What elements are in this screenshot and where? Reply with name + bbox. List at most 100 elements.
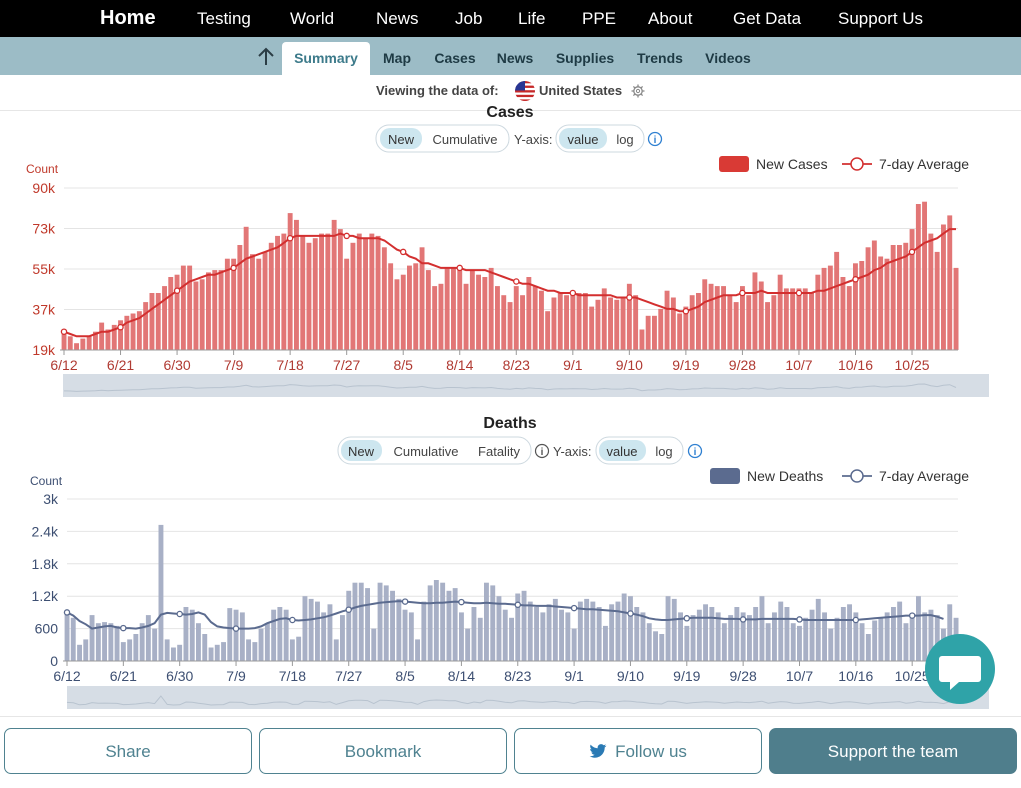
cases-bar[interactable] <box>815 274 821 350</box>
cases-range-slider[interactable] <box>63 374 989 397</box>
cases-bar[interactable] <box>174 274 180 350</box>
deaths-bar[interactable] <box>421 601 427 661</box>
deaths-bar[interactable] <box>721 623 727 661</box>
deaths-bar[interactable] <box>346 590 352 661</box>
cases-bar[interactable] <box>136 311 142 350</box>
cases-bar[interactable] <box>149 293 155 350</box>
cases-bar[interactable] <box>463 283 469 350</box>
cases-bar[interactable] <box>256 258 262 350</box>
deaths-bar[interactable] <box>515 593 521 662</box>
deaths-bar[interactable] <box>415 639 420 661</box>
deaths-bar[interactable] <box>358 582 364 661</box>
deaths-bar[interactable] <box>177 644 183 661</box>
deaths-bar[interactable] <box>565 612 571 661</box>
deaths-bar[interactable] <box>308 598 314 661</box>
cases-bar[interactable] <box>520 295 525 350</box>
cases-bar[interactable] <box>488 267 494 350</box>
deaths-bar[interactable] <box>446 590 452 661</box>
nav-ppe[interactable]: PPE <box>582 9 617 28</box>
cases-bar[interactable] <box>482 277 488 350</box>
deaths-average-marker[interactable] <box>852 616 860 624</box>
cases-bar[interactable] <box>777 274 783 350</box>
deaths-bar[interactable] <box>878 617 884 661</box>
bookmark-button[interactable]: Bookmark <box>259 728 507 774</box>
cases-bar[interactable] <box>670 297 676 351</box>
cases-bar[interactable] <box>526 277 532 350</box>
cases-bar[interactable] <box>532 286 538 350</box>
cases-bar[interactable] <box>658 308 664 350</box>
deaths-bar[interactable] <box>139 623 145 661</box>
deaths-bar[interactable] <box>233 609 239 661</box>
cases-bar[interactable] <box>752 272 758 350</box>
deaths-bar[interactable] <box>596 607 602 661</box>
deaths-bar[interactable] <box>853 612 859 661</box>
deaths-average-marker[interactable] <box>796 616 803 623</box>
nav-life[interactable]: Life <box>518 9 546 28</box>
deaths-bar[interactable] <box>365 588 370 661</box>
cases-bar[interactable] <box>319 233 324 350</box>
cases-bar[interactable] <box>425 270 431 350</box>
cases-bar[interactable] <box>400 274 406 350</box>
deaths-average-marker[interactable] <box>289 616 296 624</box>
deaths-bar[interactable] <box>214 644 220 661</box>
deaths-average-marker[interactable] <box>627 610 634 617</box>
cases-average-marker[interactable] <box>173 287 181 294</box>
nav-world[interactable]: World <box>290 9 335 28</box>
cases-bar[interactable] <box>928 233 934 350</box>
cases-average-marker[interactable] <box>569 289 577 297</box>
cases-bar[interactable] <box>614 299 620 350</box>
deaths-bar[interactable] <box>803 617 809 661</box>
deaths-bar[interactable] <box>747 615 752 661</box>
cases-bar[interactable] <box>469 270 475 350</box>
deaths-bar[interactable] <box>277 607 283 661</box>
deaths-bar[interactable] <box>390 590 395 661</box>
cases-bar[interactable] <box>821 267 827 350</box>
deaths-average-marker[interactable] <box>345 606 352 613</box>
cases-average-marker[interactable] <box>795 289 803 297</box>
cases-bar[interactable] <box>909 229 915 350</box>
cases-log-option[interactable]: log <box>616 132 633 147</box>
tab-supplies[interactable]: Supplies <box>555 50 615 66</box>
cases-average-marker[interactable] <box>739 289 746 297</box>
deaths-bar[interactable] <box>916 596 921 661</box>
cases-bar[interactable] <box>689 295 695 350</box>
deaths-bar[interactable] <box>133 634 139 661</box>
deaths-bar[interactable] <box>734 607 740 661</box>
cases-bar[interactable] <box>363 238 368 350</box>
deaths-bar[interactable] <box>934 615 940 661</box>
cases-bar[interactable] <box>953 267 959 350</box>
deaths-bar[interactable] <box>590 601 596 661</box>
tab-trends[interactable]: Trends <box>637 50 683 66</box>
cases-bar[interactable] <box>432 286 438 350</box>
deaths-bar[interactable] <box>690 615 696 661</box>
deaths-bar[interactable] <box>778 601 784 661</box>
deaths-bar[interactable] <box>765 623 771 661</box>
cases-bar[interactable] <box>375 235 381 350</box>
deaths-bar[interactable] <box>158 524 164 661</box>
deaths-bar[interactable] <box>815 598 821 661</box>
deaths-bar[interactable] <box>621 593 627 662</box>
cases-new-option[interactable]: New <box>388 132 415 147</box>
deaths-bar[interactable] <box>840 607 846 661</box>
cases-average-marker[interactable] <box>230 264 237 272</box>
cases-bar[interactable] <box>93 331 98 350</box>
cases-bar[interactable] <box>337 229 343 350</box>
cases-bar[interactable] <box>827 265 833 350</box>
deaths-bar[interactable] <box>64 612 70 661</box>
deaths-value-option[interactable]: value <box>606 444 637 459</box>
deaths-average-marker[interactable] <box>401 598 409 605</box>
deaths-average-marker[interactable] <box>176 610 183 618</box>
deaths-bar[interactable] <box>433 580 439 661</box>
deaths-bar[interactable] <box>459 612 464 661</box>
cases-bar[interactable] <box>677 313 683 351</box>
cases-bar[interactable] <box>702 279 708 350</box>
nav-support-us[interactable]: Support Us <box>838 9 924 28</box>
cases-bar[interactable] <box>771 295 777 350</box>
cases-average-marker[interactable] <box>626 294 633 301</box>
deaths-bar[interactable] <box>471 607 477 661</box>
deaths-bar[interactable] <box>909 615 915 661</box>
deaths-bar[interactable] <box>484 582 489 661</box>
deaths-bar[interactable] <box>709 607 715 661</box>
deaths-bar[interactable] <box>127 639 133 661</box>
deaths-bar[interactable] <box>634 607 640 661</box>
